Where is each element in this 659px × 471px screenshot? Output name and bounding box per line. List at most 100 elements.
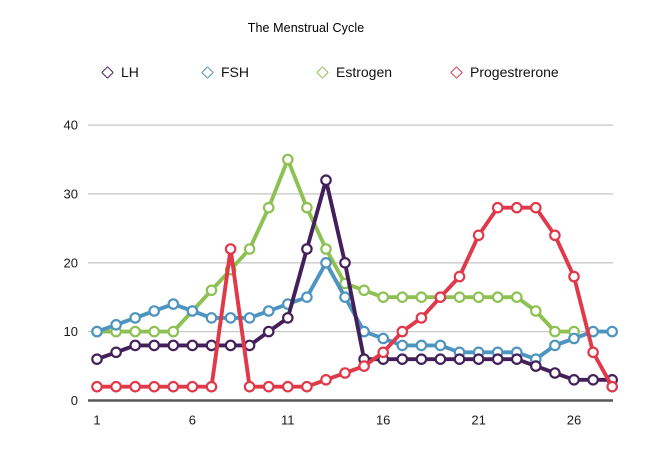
point-lh-day7 — [205, 339, 218, 352]
point-estrogen-day10 — [262, 201, 275, 214]
point-progestrerone-day16 — [377, 346, 389, 359]
point-estrogen-day15 — [358, 284, 370, 297]
point-lh-day21 — [472, 353, 485, 365]
point-fsh-day10 — [262, 305, 275, 317]
point-estrogen-day22 — [491, 291, 504, 303]
x-tick-label-16: 16 — [376, 413, 390, 428]
legend-label-estrogen: Estrogen — [336, 64, 393, 80]
legend: LH FSH Estrogen Progestrerone — [0, 63, 659, 81]
point-lh-day1 — [91, 353, 103, 365]
point-lh-day20 — [453, 353, 466, 365]
point-fsh-day1 — [91, 325, 103, 338]
point-estrogen-day9 — [243, 243, 256, 255]
point-lh-day4 — [148, 339, 160, 352]
point-lh-day11 — [281, 312, 294, 324]
point-fsh-day2 — [110, 318, 122, 331]
point-fsh-day5 — [167, 298, 180, 310]
point-estrogen-day3 — [129, 325, 141, 338]
point-lh-day8 — [224, 339, 237, 352]
point-progestrerone-day25 — [549, 229, 561, 242]
point-lh-day25 — [549, 367, 561, 379]
point-estrogen-day21 — [472, 291, 485, 303]
point-estrogen-day25 — [549, 325, 561, 338]
point-fsh-day4 — [148, 305, 160, 317]
point-progestrerone-day6 — [186, 380, 199, 393]
point-lh-day18 — [415, 353, 428, 365]
legend-item-fsh: FSH — [201, 63, 249, 81]
point-progestrerone-day11 — [281, 380, 294, 393]
y-tick-label-10: 10 — [64, 324, 78, 339]
point-progestrerone-day13 — [320, 373, 332, 386]
point-progestrerone-day24 — [529, 201, 542, 214]
y-tick-label-30: 30 — [64, 186, 78, 201]
point-progestrerone-day20 — [453, 270, 466, 283]
point-estrogen-day17 — [396, 291, 409, 303]
point-estrogen-day20 — [453, 291, 466, 303]
point-fsh-day18 — [415, 339, 428, 352]
point-progestrerone-day17 — [396, 325, 409, 338]
point-progestrerone-day14 — [339, 367, 351, 379]
point-fsh-day16 — [377, 332, 389, 345]
point-estrogen-day13 — [320, 243, 332, 255]
point-estrogen-day5 — [167, 325, 180, 338]
chart-title: The Menstrual Cycle — [247, 21, 365, 35]
point-lh-day5 — [167, 339, 180, 352]
point-progestrerone-day4 — [148, 380, 160, 393]
point-lh-day13 — [320, 174, 332, 186]
point-progestrerone-day1 — [91, 380, 103, 393]
x-tick-label-21: 21 — [471, 413, 485, 428]
point-fsh-day8 — [224, 312, 237, 324]
point-lh-day23 — [510, 353, 523, 365]
point-progestrerone-day10 — [262, 380, 275, 393]
legend-item-progestrerone: Progestrerone — [450, 63, 559, 81]
legend-item-estrogen: Estrogen — [316, 63, 393, 81]
point-estrogen-day7 — [205, 284, 218, 297]
point-fsh-day6 — [186, 305, 199, 317]
y-tick-label-0: 0 — [71, 393, 78, 408]
point-lh-day3 — [129, 339, 141, 352]
point-progestrerone-day19 — [434, 291, 447, 303]
point-fsh-day17 — [396, 339, 409, 352]
point-estrogen-day23 — [510, 291, 523, 303]
series-fsh — [91, 256, 618, 365]
point-progestrerone-day21 — [472, 229, 485, 242]
point-lh-day17 — [396, 353, 409, 365]
point-progestrerone-day22 — [491, 201, 504, 214]
legend-marker-fsh-icon — [201, 65, 214, 79]
point-fsh-day12 — [301, 291, 313, 303]
point-fsh-day13 — [320, 256, 332, 269]
point-progestrerone-day9 — [243, 380, 256, 393]
legend-item-lh: LH — [101, 63, 139, 81]
point-lh-day10 — [262, 325, 275, 338]
point-lh-day6 — [186, 339, 199, 352]
point-lh-day22 — [491, 353, 504, 365]
point-progestrerone-day2 — [110, 380, 122, 393]
point-fsh-day25 — [549, 339, 561, 352]
x-tick-label-1: 1 — [93, 413, 100, 428]
point-lh-day19 — [434, 353, 447, 365]
point-progestrerone-day5 — [167, 380, 180, 393]
point-fsh-day7 — [205, 312, 218, 324]
y-tick-label-20: 20 — [64, 255, 78, 270]
legend-label-progestrerone: Progestrerone — [470, 64, 559, 80]
point-progestrerone-day23 — [510, 201, 523, 214]
y-tick-label-40: 40 — [64, 118, 78, 133]
point-progestrerone-day15 — [358, 360, 370, 372]
legend-marker-estrogen-icon — [316, 65, 329, 79]
point-estrogen-day4 — [148, 325, 160, 338]
point-lh-day14 — [339, 256, 351, 269]
point-estrogen-day12 — [301, 201, 313, 214]
point-estrogen-day18 — [415, 291, 428, 303]
series-progestrerone-line — [97, 205, 614, 389]
point-estrogen-day16 — [377, 291, 389, 303]
point-lh-day12 — [301, 243, 313, 255]
point-lh-day27 — [587, 373, 599, 386]
x-tick-label-11: 11 — [281, 413, 295, 428]
legend-marker-lh-icon — [101, 65, 114, 79]
legend-label-lh: LH — [121, 64, 139, 80]
x-tick-label-6: 6 — [189, 413, 196, 428]
point-estrogen-day24 — [529, 305, 542, 317]
point-fsh-day14 — [339, 291, 351, 303]
